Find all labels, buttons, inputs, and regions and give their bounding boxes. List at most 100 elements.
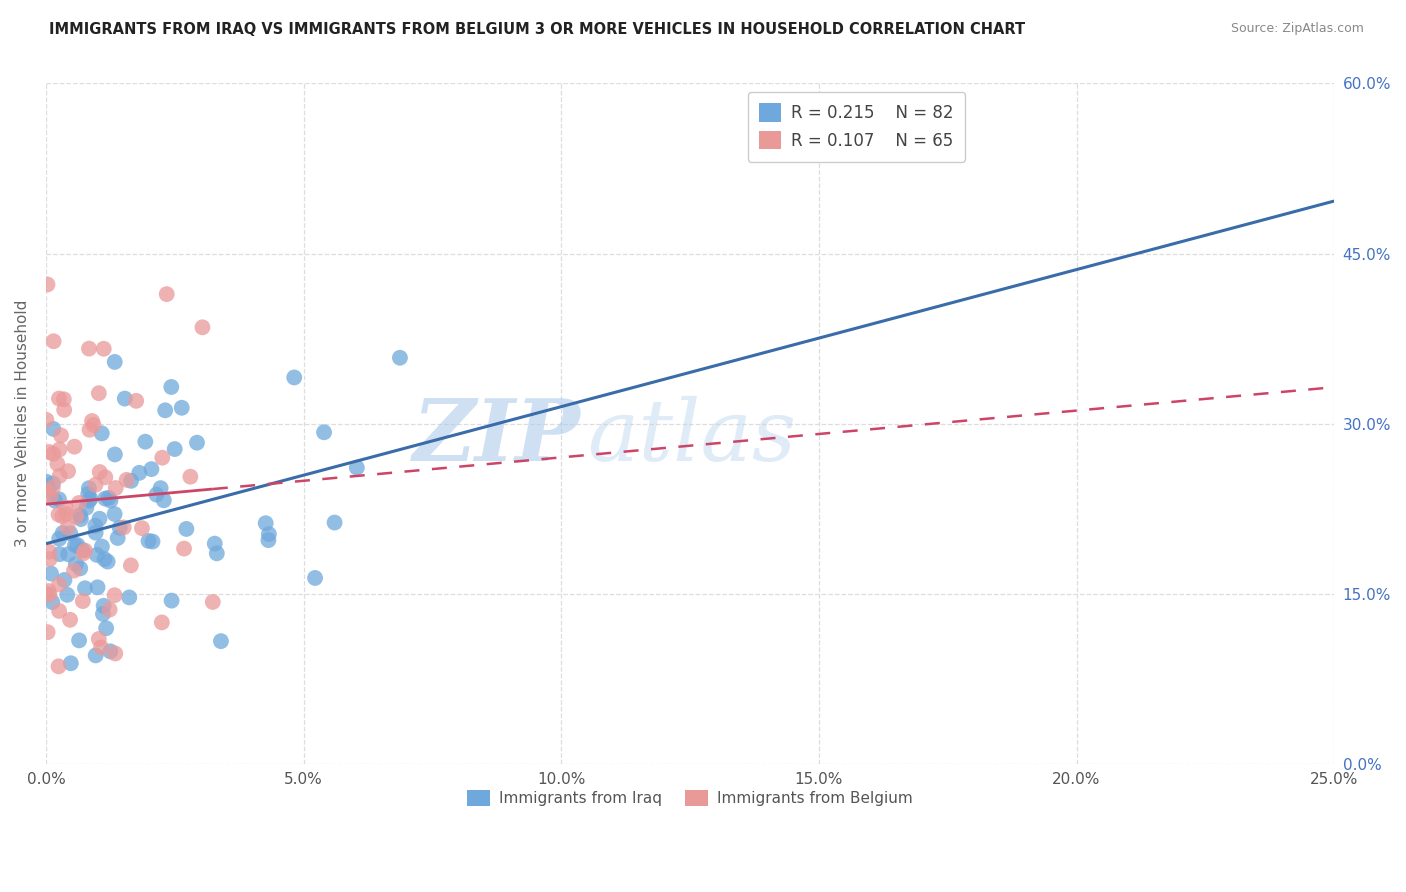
Point — [65, 509, 87, 524]
Point — [100, 493, 122, 508]
Point — [114, 392, 136, 406]
Point — [93, 552, 115, 566]
Point — [104, 355, 127, 369]
Point — [388, 351, 411, 365]
Point — [191, 320, 214, 334]
Point — [115, 473, 138, 487]
Point — [48, 659, 70, 673]
Point — [42, 334, 65, 349]
Point — [170, 401, 193, 415]
Point — [77, 487, 100, 501]
Point — [59, 526, 82, 541]
Point — [38, 445, 60, 459]
Point — [39, 566, 62, 581]
Point — [96, 621, 118, 635]
Point — [90, 640, 112, 655]
Point — [42, 447, 65, 461]
Point — [254, 516, 277, 531]
Point — [42, 481, 65, 495]
Point — [38, 584, 60, 599]
Point — [83, 418, 105, 433]
Point — [48, 577, 70, 591]
Point — [89, 512, 111, 526]
Point — [94, 491, 117, 506]
Point — [48, 468, 70, 483]
Text: atlas: atlas — [588, 396, 796, 479]
Point — [77, 481, 100, 495]
Y-axis label: 3 or more Vehicles in Household: 3 or more Vehicles in Household — [15, 300, 30, 548]
Legend: Immigrants from Iraq, Immigrants from Belgium: Immigrants from Iraq, Immigrants from Be… — [460, 782, 921, 814]
Point — [86, 580, 108, 594]
Point — [86, 548, 108, 562]
Point — [67, 633, 90, 648]
Point — [120, 558, 142, 573]
Point — [90, 426, 112, 441]
Point — [41, 595, 63, 609]
Point — [35, 413, 58, 427]
Point — [69, 508, 91, 523]
Point — [150, 450, 173, 465]
Point — [44, 493, 66, 508]
Point — [48, 604, 70, 618]
Point — [63, 564, 86, 578]
Point — [153, 493, 176, 508]
Point — [51, 509, 73, 524]
Point — [104, 647, 127, 661]
Point — [73, 581, 96, 595]
Point — [56, 464, 79, 478]
Point — [59, 613, 82, 627]
Point — [87, 632, 110, 646]
Point — [97, 555, 120, 569]
Point — [63, 440, 86, 454]
Point — [48, 547, 70, 561]
Point — [42, 476, 65, 491]
Text: IMMIGRANTS FROM IRAQ VS IMMIGRANTS FROM BELGIUM 3 OR MORE VEHICLES IN HOUSEHOLD : IMMIGRANTS FROM IRAQ VS IMMIGRANTS FROM … — [49, 22, 1025, 37]
Point — [160, 380, 183, 394]
Point — [128, 466, 150, 480]
Point — [104, 588, 127, 602]
Point — [138, 533, 160, 548]
Point — [97, 491, 120, 505]
Point — [94, 470, 117, 484]
Point — [55, 500, 77, 515]
Point — [163, 442, 186, 456]
Point — [205, 546, 228, 560]
Point — [52, 525, 75, 540]
Point — [75, 500, 97, 515]
Point — [77, 342, 100, 356]
Point — [52, 392, 75, 407]
Point — [49, 428, 72, 442]
Point — [91, 607, 114, 621]
Point — [98, 602, 121, 616]
Point — [118, 591, 141, 605]
Point — [141, 462, 163, 476]
Point — [89, 465, 111, 479]
Point — [173, 541, 195, 556]
Point — [112, 520, 135, 534]
Point — [72, 543, 94, 558]
Point — [312, 425, 335, 440]
Point — [257, 527, 280, 541]
Point — [145, 487, 167, 501]
Point — [42, 422, 65, 436]
Text: Source: ZipAtlas.com: Source: ZipAtlas.com — [1230, 22, 1364, 36]
Point — [79, 423, 101, 437]
Point — [176, 522, 198, 536]
Text: ZIP: ZIP — [413, 395, 581, 479]
Point — [35, 475, 58, 489]
Point — [38, 544, 60, 558]
Point — [63, 538, 86, 552]
Point — [125, 393, 148, 408]
Point — [53, 402, 76, 417]
Point — [108, 521, 131, 535]
Point — [56, 521, 79, 535]
Point — [90, 540, 112, 554]
Point — [107, 531, 129, 545]
Point — [93, 342, 115, 356]
Point — [55, 507, 77, 521]
Point — [84, 518, 107, 533]
Point — [104, 447, 127, 461]
Point — [79, 491, 101, 506]
Point — [72, 594, 94, 608]
Point — [98, 644, 121, 658]
